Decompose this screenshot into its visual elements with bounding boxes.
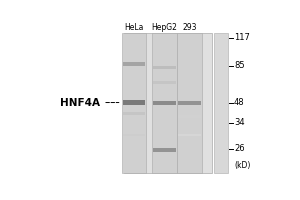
Text: HepG2: HepG2 bbox=[151, 23, 177, 32]
Text: 293: 293 bbox=[182, 23, 197, 32]
Text: HeLa: HeLa bbox=[124, 23, 144, 32]
Bar bbox=[152, 33, 176, 173]
Bar bbox=[178, 115, 201, 118]
Text: 26: 26 bbox=[234, 144, 244, 153]
Bar bbox=[153, 66, 176, 69]
Bar bbox=[153, 101, 176, 105]
Bar bbox=[153, 81, 176, 84]
Bar bbox=[178, 33, 202, 173]
Bar bbox=[178, 134, 201, 136]
Bar bbox=[153, 148, 176, 152]
Bar bbox=[122, 33, 146, 173]
Text: 117: 117 bbox=[234, 33, 250, 42]
Text: HNF4A: HNF4A bbox=[60, 98, 119, 108]
Text: 34: 34 bbox=[234, 118, 244, 127]
Bar bbox=[123, 100, 145, 105]
Bar bbox=[123, 134, 145, 136]
Text: 85: 85 bbox=[234, 61, 244, 70]
Text: 48: 48 bbox=[234, 98, 244, 107]
Bar bbox=[123, 62, 145, 66]
Text: (kD): (kD) bbox=[234, 161, 250, 170]
Bar bbox=[214, 33, 228, 173]
Bar bbox=[123, 112, 145, 115]
Bar bbox=[124, 33, 212, 173]
Bar bbox=[178, 101, 201, 105]
